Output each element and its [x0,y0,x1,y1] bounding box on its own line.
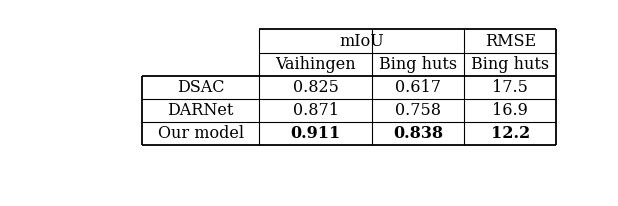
Text: DSAC: DSAC [177,79,224,96]
Text: RMSE: RMSE [485,33,536,50]
Text: mIoU: mIoU [339,33,384,50]
Text: DARNet: DARNet [167,102,234,119]
Text: 0.825: 0.825 [292,79,339,96]
Text: Bing huts: Bing huts [379,56,457,73]
Text: Bing huts: Bing huts [471,56,549,73]
Text: 17.5: 17.5 [493,79,528,96]
Text: 16.9: 16.9 [493,102,528,119]
Text: 0.838: 0.838 [393,125,443,142]
Text: 0.911: 0.911 [290,125,341,142]
Text: Vaihingen: Vaihingen [275,56,356,73]
Text: Our model: Our model [158,125,243,142]
Text: 0.758: 0.758 [395,102,441,119]
Text: 0.871: 0.871 [292,102,339,119]
Text: 12.2: 12.2 [491,125,530,142]
Text: 0.617: 0.617 [395,79,441,96]
